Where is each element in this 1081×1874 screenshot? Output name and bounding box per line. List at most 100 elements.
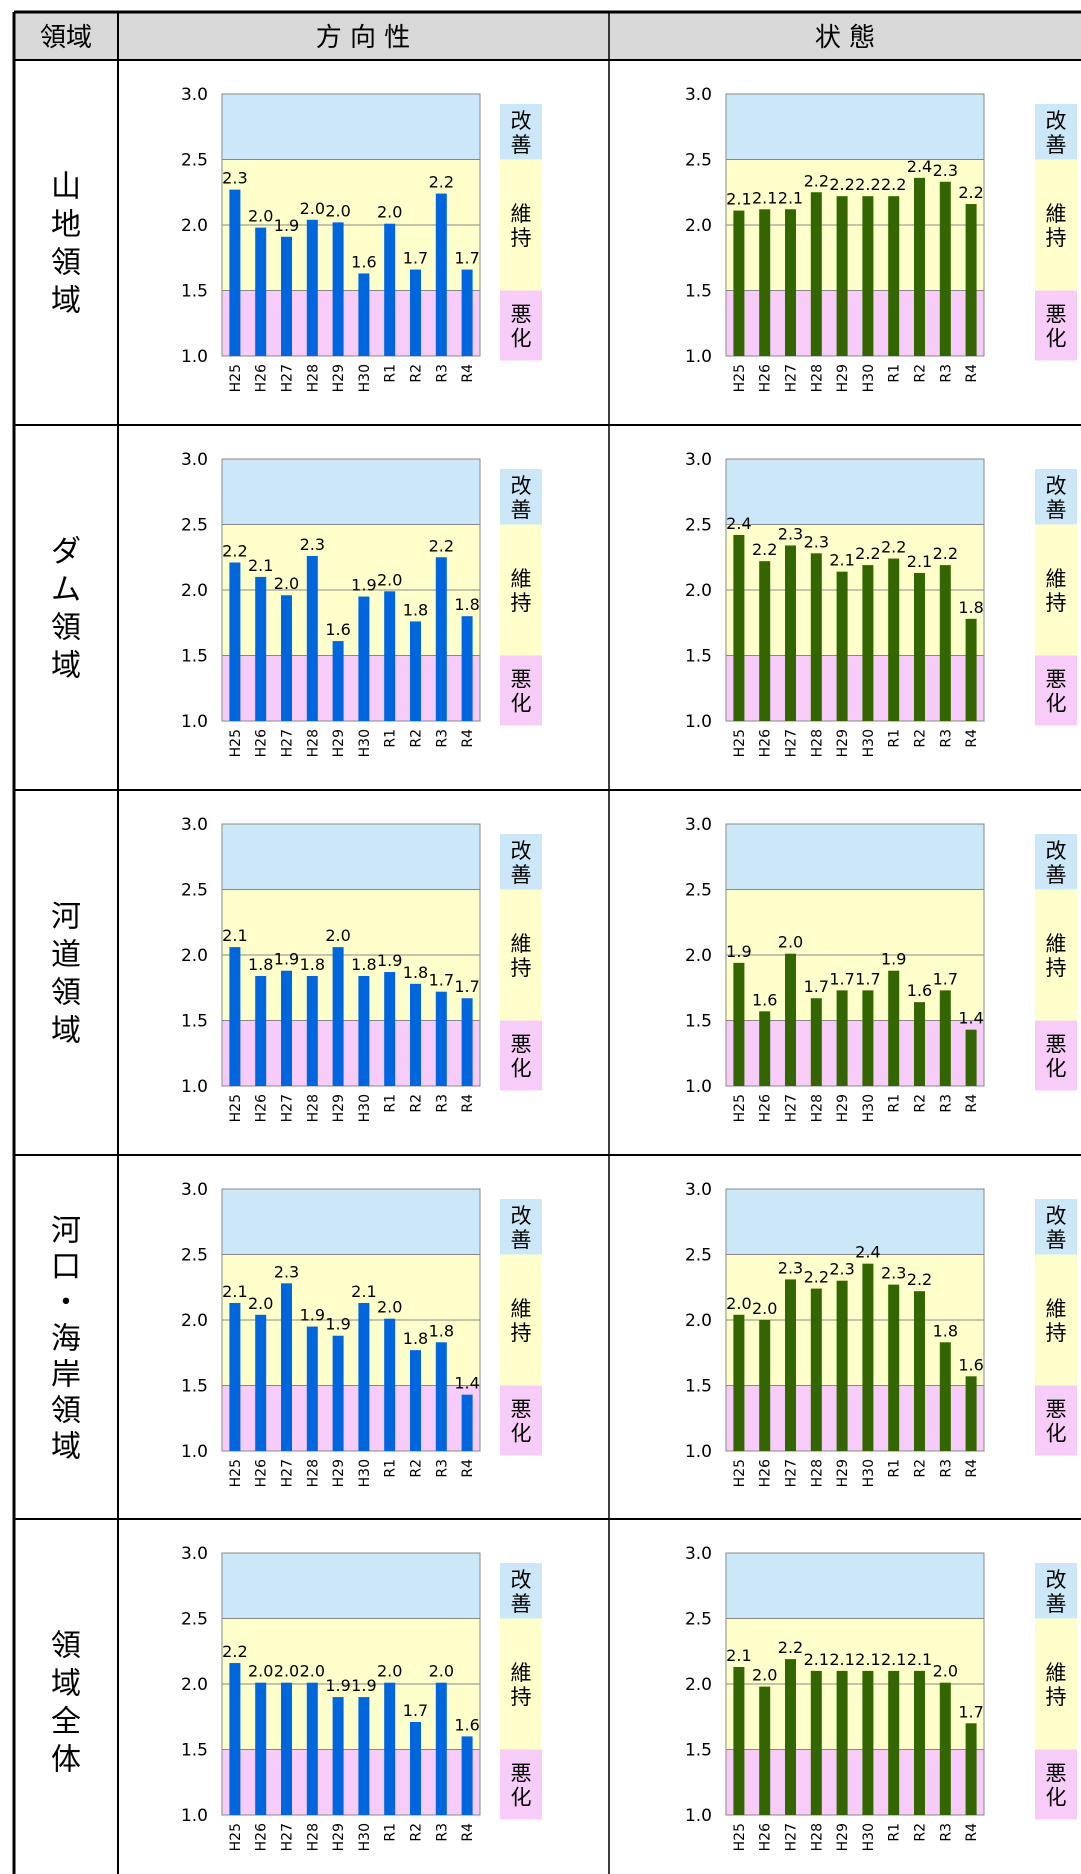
bar-value-label: 1.6 (325, 620, 350, 639)
x-tick-label: H28 (305, 1459, 321, 1487)
bar (306, 1682, 318, 1815)
bar-value-label: 2.1 (351, 1282, 376, 1301)
bar (255, 975, 267, 1086)
zone-label-char: 維 (1046, 567, 1067, 591)
zone-label-char: 改 (511, 839, 532, 863)
bar-value-label: 2.2 (222, 541, 247, 560)
bar (461, 998, 473, 1086)
bar (759, 1320, 771, 1451)
bar (461, 1394, 473, 1451)
x-tick-label: R1 (383, 364, 399, 383)
bar (384, 591, 396, 721)
bar (358, 596, 370, 721)
bar (229, 1302, 241, 1451)
bar-value-label: 2.4 (907, 157, 932, 176)
bar-value-label: 2.0 (377, 1662, 402, 1681)
bar (862, 565, 874, 721)
zone-label-char: 善 (511, 133, 532, 157)
zone-label-char: 持 (1046, 226, 1067, 250)
y-tick-label: 2.0 (685, 216, 712, 236)
bar-value-label: 1.9 (325, 1676, 350, 1695)
charts: 1.0 1.5 2.0 2.5 3.0 2.3 H25 2.0 H26 1.9 H27 2.0 H28 2… (181, 85, 1077, 1851)
bar (358, 1302, 370, 1451)
bar-value-label: 2.4 (726, 514, 751, 533)
bar (733, 962, 745, 1086)
bar (759, 1686, 771, 1815)
bar (810, 192, 822, 356)
chart-direction-row-1: 1.0 1.5 2.0 2.5 3.0 2.2 H25 2.1 H26 2.0 H27 2.3 H28 1… (181, 450, 542, 757)
zone-label-char: 化 (511, 692, 532, 716)
bar-value-label: 2.0 (778, 933, 803, 952)
zone-label-maintain (1035, 159, 1077, 291)
bar (836, 571, 848, 721)
x-tick-label: H29 (835, 1823, 851, 1851)
zone-label-char: 善 (1046, 1592, 1067, 1616)
zone-label-maintain (500, 1254, 542, 1386)
y-tick-label: 1.5 (181, 1741, 208, 1761)
bar-value-label: 1.8 (403, 963, 428, 982)
x-tick-label: R4 (964, 729, 980, 748)
x-tick-label: H30 (357, 729, 373, 757)
bar (914, 177, 925, 356)
zone-label-char: 維 (1046, 1661, 1067, 1685)
x-tick-label: H30 (357, 1823, 373, 1851)
bar (358, 1697, 370, 1815)
bar-value-label: 1.6 (958, 1355, 983, 1374)
plot-frame (725, 458, 985, 722)
bar (785, 1659, 796, 1815)
bar-value-label: 1.7 (804, 977, 829, 996)
x-tick-label: H25 (228, 1823, 244, 1851)
zone-label-char: 化 (511, 1422, 532, 1446)
x-tick-label: R2 (409, 1823, 425, 1842)
bar (862, 990, 874, 1086)
zone-label-char: 善 (511, 498, 532, 522)
bar (965, 618, 977, 721)
bar-value-label: 1.8 (351, 955, 376, 974)
bar-value-label: 2.1 (804, 1650, 829, 1669)
bar-value-label: 2.2 (752, 540, 777, 559)
zone-improve-band (222, 1189, 480, 1255)
bar-value-label: 2.3 (881, 1264, 906, 1283)
row-label-char: 河 (51, 900, 81, 935)
zone-label-maintain (500, 524, 542, 656)
zone-label-char: 化 (1046, 1786, 1067, 1810)
y-tick-label: 2.5 (181, 881, 208, 901)
zone-label-char: 改 (511, 474, 532, 498)
bar (759, 209, 771, 356)
bar-value-label: 1.8 (248, 955, 273, 974)
x-tick-label: R1 (887, 729, 903, 748)
zone-label-worsen (500, 1020, 542, 1091)
zone-label-maintain (1035, 1618, 1077, 1750)
zone-label-char: 改 (1046, 109, 1067, 133)
bar (435, 1342, 447, 1451)
bar-value-label: 2.2 (804, 171, 829, 190)
bar-value-label: 2.0 (377, 203, 402, 222)
x-tick-label: R1 (383, 1094, 399, 1113)
x-tick-label: H28 (305, 364, 321, 392)
bar (332, 947, 344, 1086)
bar (785, 953, 796, 1086)
row-label-char: ム (51, 573, 81, 608)
zone-label-char: 改 (1046, 474, 1067, 498)
x-tick-label: R2 (409, 364, 425, 383)
bar (888, 1284, 900, 1451)
bar (733, 534, 745, 721)
bar (281, 1682, 292, 1815)
zone-label-char: 悪 (511, 1033, 532, 1057)
y-tick-label: 1.5 (181, 1012, 208, 1032)
bar-value-label: 1.4 (958, 1009, 983, 1028)
bar-value-label: 2.0 (429, 1662, 454, 1681)
bar-value-label: 2.2 (855, 175, 880, 194)
zone-improve-band (726, 1553, 984, 1619)
bar (914, 1670, 925, 1815)
bar (435, 991, 447, 1086)
y-tick-label: 2.0 (685, 1675, 712, 1695)
x-tick-label: H26 (254, 1459, 270, 1487)
bar-value-label: 2.3 (300, 535, 325, 554)
x-tick-label: H26 (254, 1094, 270, 1122)
bar-value-label: 1.6 (752, 990, 777, 1009)
bar-value-label: 2.1 (907, 552, 932, 571)
x-tick-label: H27 (784, 364, 800, 392)
